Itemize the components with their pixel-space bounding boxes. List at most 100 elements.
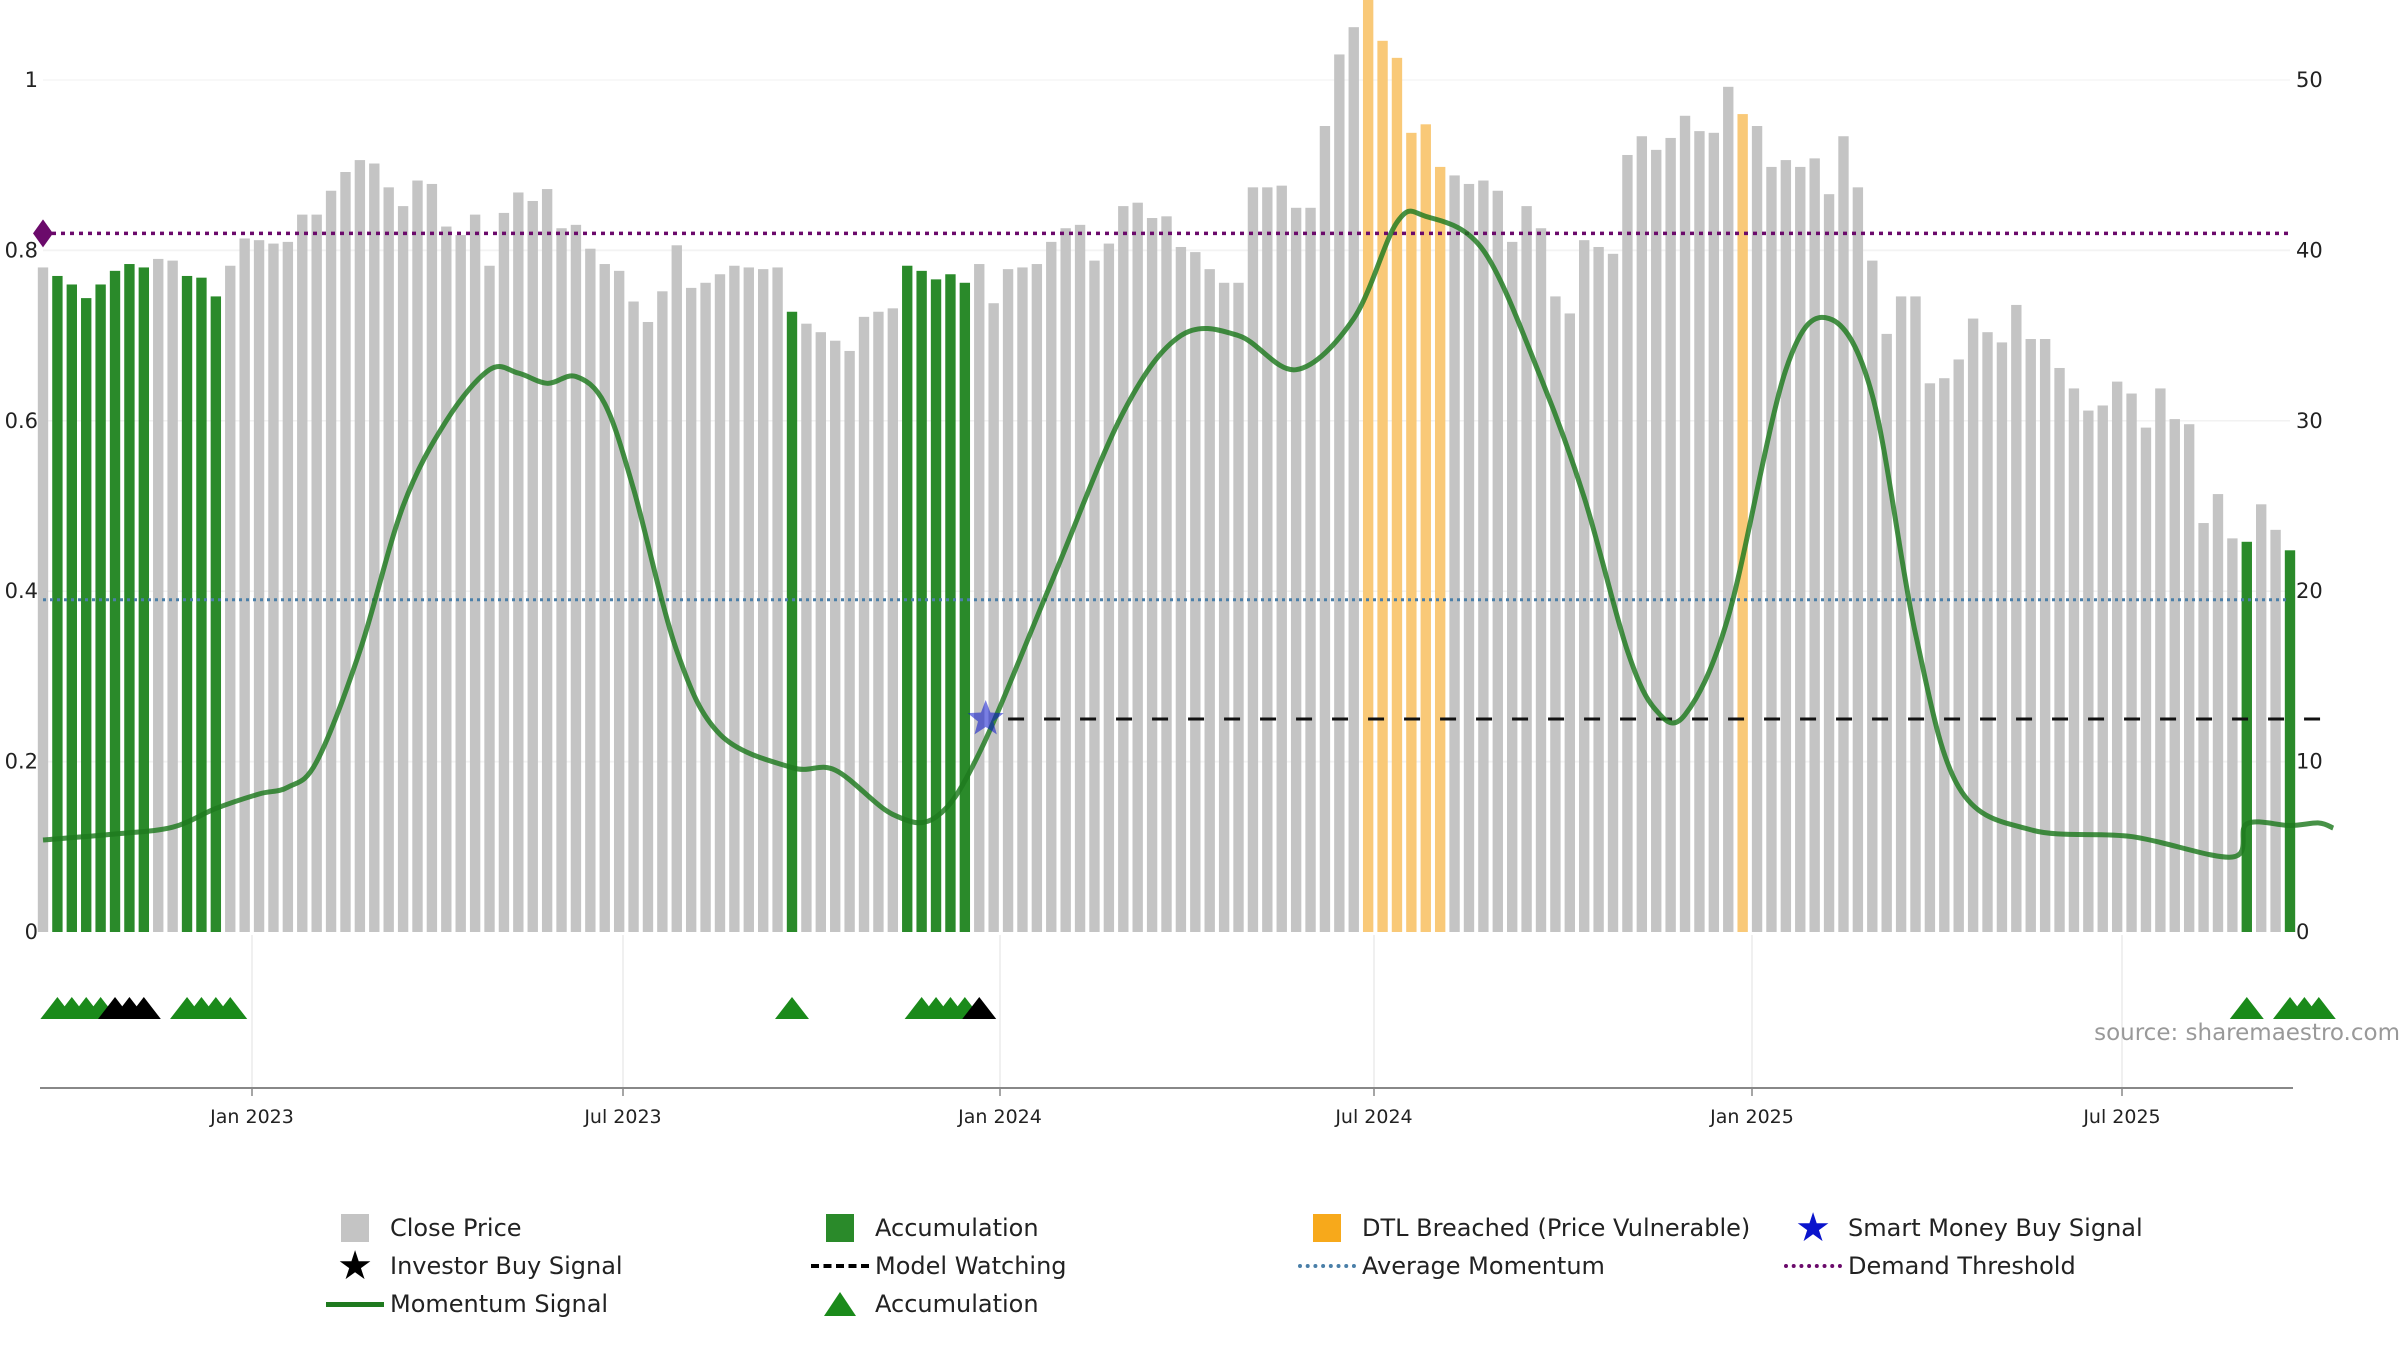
- investor-buy-marker: [962, 997, 997, 1019]
- price-bar: [1924, 383, 1936, 932]
- price-bar: [671, 245, 682, 933]
- price-bar: [2039, 339, 2051, 932]
- dtl-bar: [1362, 0, 1374, 932]
- price-bar: [1290, 207, 1302, 933]
- price-bar: [1334, 54, 1345, 932]
- left-tick-label: 0.8: [5, 238, 38, 262]
- price-bar: [1247, 187, 1259, 933]
- price-bar: [1953, 359, 1964, 932]
- price-bar: [1838, 136, 1849, 932]
- price-bar: [556, 228, 567, 933]
- legend-swatch-accumulation: [826, 1214, 854, 1242]
- price-bar: [1218, 282, 1230, 932]
- star-icon: ★: [337, 1243, 373, 1289]
- legend-momentum: Momentum Signal: [320, 1286, 608, 1322]
- accumulation-bar: [81, 298, 92, 932]
- price-bar: [613, 270, 625, 932]
- accumulation-bar: [196, 277, 207, 932]
- price-bar: [455, 235, 466, 933]
- price-bar: [369, 163, 380, 933]
- price-bar: [1031, 264, 1043, 933]
- price-bar: [225, 265, 236, 933]
- price-bar: [1002, 269, 1014, 932]
- dtl-bar: [1391, 57, 1403, 932]
- price-bar: [541, 189, 553, 932]
- left-tick-label: 0.2: [5, 750, 38, 774]
- source-label: source: sharemaestro.com: [2094, 1020, 2400, 1046]
- price-bar: [2256, 504, 2267, 932]
- price-bar: [441, 226, 452, 932]
- price-bar: [354, 160, 366, 932]
- price-bar: [1665, 137, 1676, 932]
- price-bar: [1967, 318, 1979, 932]
- x-tick-label: Jan 2024: [957, 1106, 1042, 1128]
- price-bars: [37, 0, 2296, 933]
- signal-lines: [33, 208, 2335, 860]
- price-bar: [1276, 185, 1287, 932]
- price-bar: [1910, 296, 1921, 933]
- price-bar: [1175, 246, 1187, 932]
- price-bar: [858, 316, 870, 933]
- price-bar: [685, 287, 697, 932]
- price-bar: [642, 321, 654, 932]
- price-bar: [1593, 246, 1604, 932]
- legend-label: Investor Buy Signal: [390, 1252, 623, 1280]
- right-tick-label: 0: [2296, 920, 2309, 944]
- price-bar: [2054, 367, 2065, 932]
- price-bar: [513, 192, 524, 933]
- legend-dtl: DTL Breached (Price Vulnerable): [1292, 1210, 1750, 1246]
- legend-label: DTL Breached (Price Vulnerable): [1362, 1214, 1751, 1242]
- legend-label: Momentum Signal: [390, 1290, 609, 1318]
- price-bar: [1564, 313, 1575, 932]
- price-bar: [830, 340, 841, 932]
- x-tick-label: Jan 2023: [209, 1106, 294, 1128]
- price-bar: [253, 240, 265, 932]
- price-bar: [498, 212, 510, 933]
- legend-investor-buy: ★ Investor Buy Signal: [320, 1243, 623, 1289]
- legend-swatch-close-price: [341, 1214, 369, 1242]
- price-bar: [772, 267, 783, 932]
- price-bar: [2270, 529, 2281, 932]
- price-bar: [2025, 339, 2036, 932]
- right-tick-label: 30: [2296, 409, 2323, 433]
- accumulation-bar: [2284, 550, 2296, 932]
- price-bar: [2140, 427, 2152, 932]
- right-tick-label: 50: [2296, 68, 2323, 92]
- dtl-bar: [1737, 114, 1748, 932]
- price-bar: [1449, 175, 1460, 932]
- price-bar: [1881, 333, 1892, 932]
- accumulation-bar: [786, 311, 798, 932]
- legend-swatch-threshold: [1784, 1264, 1842, 1268]
- price-bar: [1233, 282, 1244, 932]
- price-bar: [1348, 27, 1359, 932]
- accumulation-bar: [181, 275, 193, 933]
- price-bar: [1550, 296, 1561, 933]
- price-bar: [2126, 393, 2137, 932]
- triangle-icon: [824, 1292, 856, 1316]
- threshold-diamond: [33, 219, 53, 248]
- accumulation-bar: [95, 284, 106, 933]
- price-bar: [729, 265, 740, 933]
- price-bar: [1262, 187, 1273, 933]
- price-bar: [1118, 206, 1129, 932]
- price-bar: [2198, 523, 2209, 932]
- legend-label: Demand Threshold: [1848, 1252, 2076, 1280]
- price-bar: [282, 241, 294, 932]
- accumulation-marker: [2229, 997, 2264, 1019]
- smart-money-star: [967, 700, 1004, 735]
- price-bar: [988, 303, 999, 932]
- price-bar: [1190, 252, 1201, 932]
- price-bar: [297, 214, 308, 933]
- price-bar: [1492, 190, 1503, 932]
- left-tick-label: 0.6: [5, 409, 38, 433]
- price-bar: [1795, 166, 1806, 933]
- dtl-bar: [1406, 132, 1417, 933]
- price-bar: [815, 332, 826, 932]
- x-tick-label: Jul 2024: [1334, 1106, 1412, 1128]
- legend-swatch-momentum: [326, 1301, 384, 1307]
- legend-accumulation-marker: Accumulation: [805, 1286, 1039, 1322]
- price-bar: [1636, 136, 1648, 932]
- accumulation-bar: [902, 265, 913, 933]
- price-bar: [239, 238, 250, 933]
